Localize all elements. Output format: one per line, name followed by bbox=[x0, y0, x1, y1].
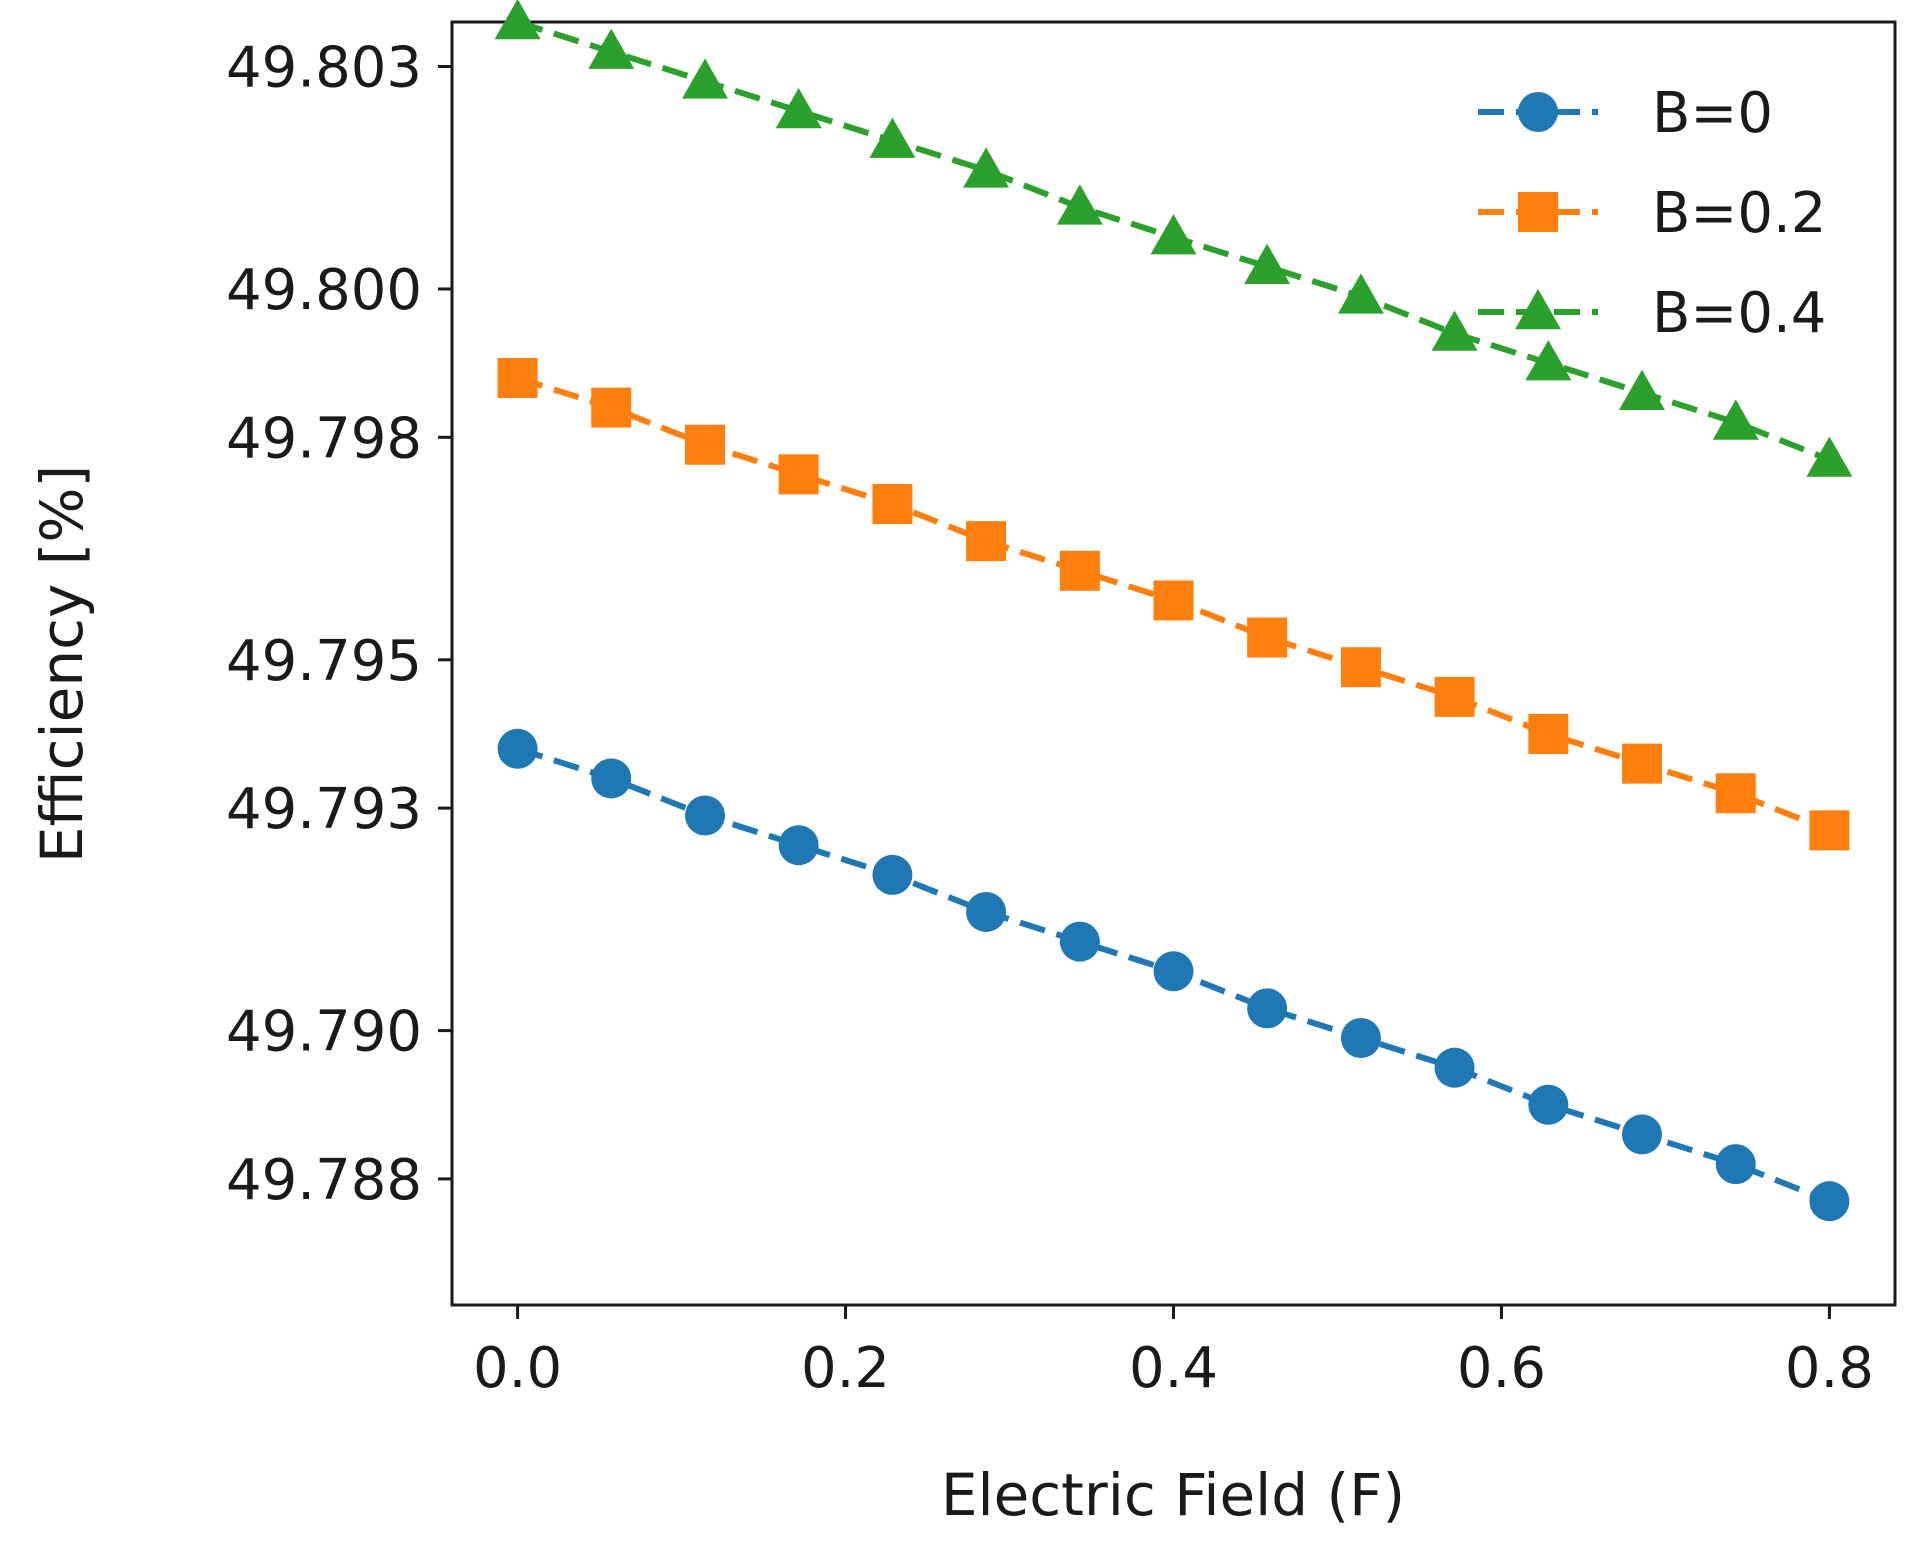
data-point bbox=[1434, 1047, 1475, 1088]
data-point bbox=[1059, 921, 1100, 962]
data-point bbox=[1618, 369, 1665, 411]
legend-item: B=0 bbox=[1478, 81, 1773, 146]
data-point bbox=[778, 825, 819, 866]
data-point bbox=[963, 147, 1010, 188]
x-tick-label: 0.2 bbox=[801, 1336, 890, 1401]
y-tick-label: 49.803 bbox=[226, 35, 422, 100]
data-point bbox=[682, 58, 729, 99]
data-point bbox=[588, 28, 635, 69]
data-point bbox=[872, 484, 913, 525]
data-point bbox=[1809, 1181, 1850, 1222]
data-point bbox=[1247, 988, 1288, 1029]
legend-swatch-marker bbox=[1515, 289, 1561, 330]
data-point bbox=[1715, 773, 1756, 814]
y-tick-label: 49.790 bbox=[226, 1000, 422, 1065]
data-point bbox=[494, 0, 541, 40]
x-tick-label: 0.0 bbox=[473, 1336, 562, 1401]
data-point bbox=[1337, 273, 1384, 314]
y-tick-label: 49.793 bbox=[226, 777, 422, 842]
data-point bbox=[1434, 676, 1475, 717]
data-point bbox=[1247, 617, 1288, 658]
data-point bbox=[685, 795, 726, 836]
y-tick-label: 49.798 bbox=[226, 406, 422, 471]
data-point bbox=[1340, 1018, 1381, 1059]
data-point bbox=[1712, 399, 1759, 440]
data-point bbox=[1059, 550, 1100, 591]
y-axis-ticks: 49.788 49.790 49.793 49.795 49.798 49.800 49.8… bbox=[226, 35, 452, 1213]
data-point bbox=[775, 87, 822, 129]
legend-swatch-marker bbox=[1518, 192, 1558, 232]
data-point bbox=[497, 357, 538, 398]
y-axis-label: Efficiency [%] bbox=[28, 465, 96, 863]
data-point bbox=[872, 854, 913, 895]
data-point bbox=[1621, 743, 1662, 784]
data-point bbox=[1340, 647, 1381, 688]
legend-item: B=0.4 bbox=[1478, 281, 1826, 346]
legend-label: B=0.2 bbox=[1652, 181, 1826, 246]
data-point bbox=[1621, 1114, 1662, 1155]
legend-label: B=0 bbox=[1652, 81, 1773, 146]
data-point bbox=[1528, 713, 1569, 754]
data-point bbox=[966, 521, 1007, 562]
data-point bbox=[685, 424, 726, 465]
x-tick-label: 0.6 bbox=[1457, 1336, 1546, 1401]
legend-swatch-marker bbox=[1518, 92, 1558, 132]
y-tick-label: 49.795 bbox=[226, 629, 422, 694]
data-point bbox=[778, 454, 819, 495]
data-point bbox=[1528, 1084, 1569, 1125]
data-point bbox=[869, 117, 916, 158]
series-1 bbox=[497, 357, 1850, 851]
data-point bbox=[1056, 184, 1103, 225]
data-point bbox=[1153, 580, 1194, 621]
y-tick-label: 49.800 bbox=[226, 258, 422, 323]
data-point bbox=[497, 728, 538, 769]
data-point bbox=[1715, 1144, 1756, 1185]
data-point bbox=[591, 758, 632, 799]
x-axis-label: Electric Field (F) bbox=[941, 1461, 1405, 1529]
legend-item: B=0.2 bbox=[1478, 181, 1826, 246]
series-layer bbox=[494, 0, 1853, 1222]
x-tick-label: 0.4 bbox=[1129, 1336, 1218, 1401]
series-2 bbox=[494, 0, 1853, 477]
data-point bbox=[1809, 810, 1850, 851]
data-point bbox=[1431, 310, 1478, 351]
data-point bbox=[1806, 436, 1853, 477]
series-0 bbox=[497, 728, 1850, 1222]
data-point bbox=[1244, 243, 1291, 284]
data-point bbox=[966, 891, 1007, 932]
y-tick-label: 49.788 bbox=[226, 1148, 422, 1213]
x-tick-label: 0.8 bbox=[1785, 1336, 1874, 1401]
data-point bbox=[591, 387, 632, 428]
data-point bbox=[1153, 951, 1194, 992]
legend: B=0 B=0.2 B=0.4 bbox=[1478, 81, 1826, 346]
legend-label: B=0.4 bbox=[1652, 281, 1826, 346]
data-point bbox=[1525, 340, 1572, 381]
data-point bbox=[1150, 214, 1197, 255]
x-axis-ticks: 0.0 0.2 0.4 0.6 0.8 bbox=[473, 1305, 1874, 1401]
